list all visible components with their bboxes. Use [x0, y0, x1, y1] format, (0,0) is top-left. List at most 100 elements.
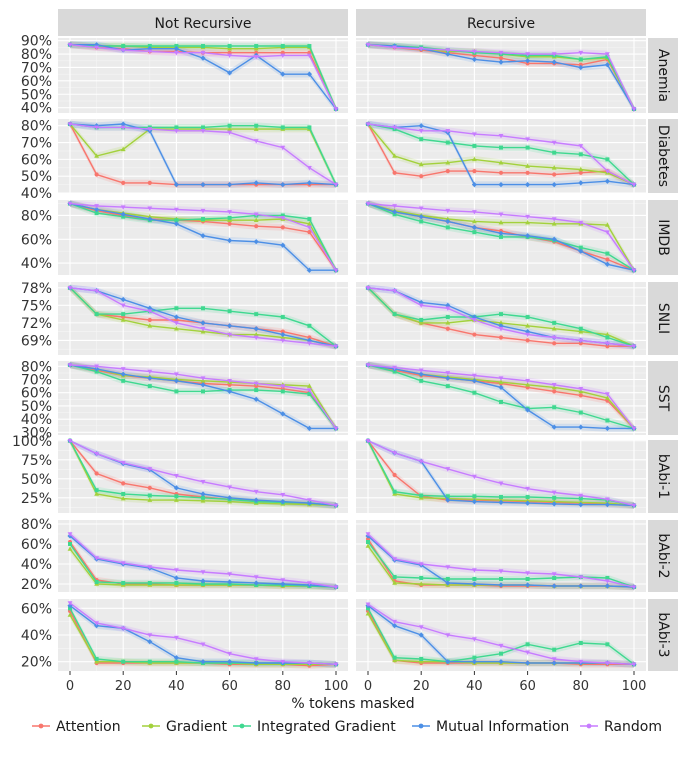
data-point-integrated-gradient	[445, 494, 450, 499]
data-point-random	[174, 207, 179, 213]
data-point-random	[307, 581, 312, 586]
data-point-attention	[174, 317, 179, 323]
data-point-mutual-information	[280, 181, 286, 188]
data-point-random	[174, 50, 179, 56]
legend-item-mutual-information: Mutual Information	[412, 719, 569, 735]
data-point-random	[365, 42, 371, 48]
data-point-random	[94, 556, 99, 561]
row-strip-label-babi-3: bAbi-3	[655, 612, 671, 657]
data-point-mutual-information	[471, 659, 477, 665]
data-point-random	[605, 392, 610, 397]
ribbon-gradient	[70, 284, 336, 350]
data-point-random	[365, 122, 371, 127]
data-point-random	[365, 286, 371, 291]
data-point-mutual-information	[578, 180, 584, 186]
data-point-mutual-information	[551, 236, 557, 242]
panel-snli-recursive	[356, 282, 646, 355]
y-tick-label: 60%	[21, 232, 52, 248]
data-point-mutual-information	[147, 639, 153, 645]
chart-panels: 40%50%60%70%80%90%40%50%60%70%80%40%60%8…	[12, 34, 646, 671]
data-point-random	[498, 212, 504, 217]
data-point-gradient	[94, 659, 99, 664]
data-point-random	[445, 371, 451, 376]
data-point-random	[227, 130, 232, 136]
data-point-integrated-gradient	[392, 655, 397, 660]
data-point-random	[307, 225, 312, 230]
data-point-mutual-information	[471, 498, 477, 505]
data-point-random	[525, 137, 530, 142]
data-point-attention	[498, 335, 504, 340]
data-point-integrated-gradient	[419, 219, 424, 224]
data-point-mutual-information	[604, 261, 610, 267]
ribbon-random	[368, 440, 634, 509]
data-point-mutual-information	[525, 582, 531, 588]
legend-item-gradient: Gradient	[142, 719, 227, 735]
data-point-mutual-information	[551, 583, 557, 589]
panel-diabetes-recursive	[356, 119, 646, 194]
data-point-random	[472, 373, 477, 379]
data-point-mutual-information	[551, 501, 557, 507]
data-point-random	[147, 127, 153, 132]
data-point-mutual-information	[200, 320, 206, 326]
y-tick-label: 50%	[21, 472, 52, 488]
data-point-integrated-gradient	[174, 494, 179, 499]
data-point-integrated-gradient	[174, 44, 179, 49]
data-point-random	[605, 497, 610, 502]
data-point-integrated-gradient	[525, 495, 530, 500]
data-point-integrated-gradient	[94, 369, 99, 374]
data-point-random	[525, 214, 530, 220]
data-point-mutual-information	[551, 424, 557, 430]
data-point-attention	[94, 471, 99, 476]
data-point-integrated-gradient	[499, 145, 503, 150]
data-point-gradient	[67, 546, 73, 551]
y-tick-label: 60%	[21, 386, 52, 402]
row-strip-diabetes	[648, 119, 678, 193]
y-tick-label: 60%	[21, 74, 52, 90]
data-point-random	[227, 651, 232, 657]
data-point-integrated-gradient	[552, 576, 557, 580]
data-point-random	[445, 633, 451, 638]
data-point-random	[551, 217, 557, 222]
data-point-integrated-gradient	[499, 577, 503, 581]
data-point-integrated-gradient	[121, 491, 126, 496]
data-point-attention	[472, 169, 477, 174]
legend-label-mutual-information: Mutual Information	[436, 719, 569, 735]
panel-diabetes-not-recursive	[58, 119, 348, 194]
data-point-gradient	[365, 543, 371, 548]
data-point-attention	[147, 485, 152, 491]
x-axis-title: % tokens masked	[291, 696, 414, 712]
data-point-integrated-gradient	[254, 312, 259, 317]
data-point-random	[445, 208, 451, 214]
data-point-mutual-information	[604, 178, 610, 184]
data-point-mutual-information	[253, 239, 259, 245]
data-point-integrated-gradient	[227, 309, 232, 314]
data-point-random	[525, 52, 530, 57]
y-tick-label: 80%	[21, 208, 52, 224]
data-point-gradient	[120, 495, 126, 501]
data-point-gradient	[525, 163, 530, 168]
data-point-mutual-information	[173, 181, 179, 188]
panel-imdb-recursive	[356, 200, 646, 275]
data-point-mutual-information	[445, 218, 451, 225]
data-point-mutual-information	[604, 583, 610, 589]
data-point-random	[445, 128, 451, 134]
y-tick-label: 75%	[21, 453, 52, 469]
data-point-mutual-information	[306, 71, 312, 77]
data-point-mutual-information	[445, 302, 451, 308]
ribbon-gradient	[368, 120, 634, 188]
row-strip-sst	[648, 361, 678, 435]
ribbon-mutual-information	[368, 602, 634, 668]
data-point-mutual-information	[471, 181, 477, 188]
data-point-integrated-gradient	[552, 495, 557, 500]
data-point-random	[227, 210, 232, 215]
data-point-integrated-gradient	[472, 577, 477, 581]
data-point-random	[631, 585, 637, 590]
data-point-random	[605, 579, 610, 584]
legend-item-attention: Attention	[32, 719, 121, 735]
data-point-mutual-information	[418, 371, 424, 377]
data-point-gradient	[120, 317, 126, 322]
y-tick-label: 20%	[21, 655, 52, 671]
data-point-mutual-information	[173, 485, 179, 491]
data-point-random	[551, 335, 557, 341]
panel-anemia-not-recursive	[58, 38, 348, 113]
